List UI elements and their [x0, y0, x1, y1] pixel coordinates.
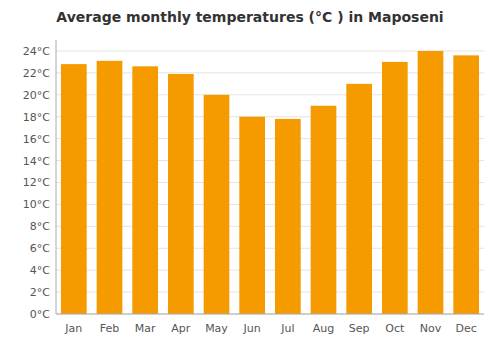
y-tick-label: 20°C	[23, 89, 50, 102]
bar	[311, 106, 337, 314]
bar	[453, 55, 479, 314]
y-tick-label: 18°C	[23, 111, 50, 124]
y-grid	[56, 51, 484, 314]
bar	[239, 117, 265, 314]
bar	[132, 66, 158, 314]
bar	[97, 61, 123, 314]
x-tick-label: Feb	[100, 322, 119, 335]
y-tick-label: 8°C	[30, 220, 50, 233]
bar	[61, 64, 87, 314]
y-tick-label: 6°C	[30, 242, 50, 255]
y-tick-label: 24°C	[23, 45, 50, 58]
bar	[275, 119, 301, 314]
x-tick-label: Jan	[64, 322, 82, 335]
y-tick-label: 10°C	[23, 198, 50, 211]
y-tick-label: 12°C	[23, 176, 50, 189]
y-tick-label: 14°C	[23, 155, 50, 168]
y-tick-label: 2°C	[30, 286, 50, 299]
bars	[61, 51, 479, 314]
y-tick-labels: 0°C 2°C 4°C 6°C 8°C 10°C 12°C 14°C 16°C 18°C 20°C 2…	[23, 45, 50, 321]
bar	[382, 62, 408, 314]
x-tick-label: Jul	[280, 322, 294, 335]
bar	[204, 95, 230, 314]
x-tick-label: May	[205, 322, 228, 335]
bar	[346, 84, 372, 314]
grid-line	[56, 314, 484, 315]
x-tick-label: Jun	[243, 322, 261, 335]
x-tick-label: Oct	[385, 322, 405, 335]
bar	[168, 74, 194, 314]
x-tick-label: Aug	[313, 322, 334, 335]
bar	[418, 51, 444, 314]
x-tick-label: Dec	[456, 322, 477, 335]
chart-title: Average monthly temperatures (°C ) in Ma…	[56, 9, 443, 25]
x-tick-labels: Jan Feb Mar Apr May Jun Jul Aug Sep Oct Nov Dec	[64, 322, 476, 335]
y-tick-label: 22°C	[23, 67, 50, 80]
x-tick-label: Apr	[171, 322, 191, 335]
y-axis-line	[56, 40, 57, 314]
y-tick-label: 4°C	[30, 264, 50, 277]
y-tick-label: 16°C	[23, 133, 50, 146]
x-tick-label: Nov	[420, 322, 442, 335]
x-tick-label: Mar	[135, 322, 156, 335]
y-tick-label: 0°C	[30, 308, 50, 321]
chart-container: Average monthly temperatures (°C ) in Ma…	[0, 0, 500, 350]
x-tick-label: Sep	[349, 322, 370, 335]
chart-svg: Average monthly temperatures (°C ) in Ma…	[0, 0, 500, 350]
x-axis-line	[56, 314, 484, 315]
